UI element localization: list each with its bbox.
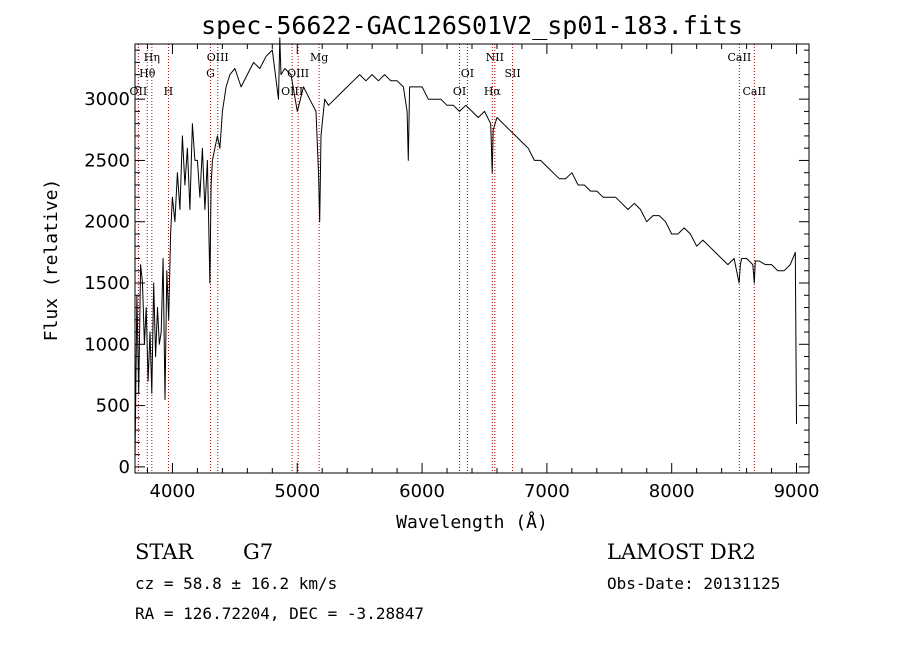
marker-label-9: NII xyxy=(486,51,504,64)
object-subclass: G7 xyxy=(243,540,274,564)
y-axis-label: Flux (relative) xyxy=(41,179,62,342)
marker-label-11: OI xyxy=(453,85,466,98)
plot-frame xyxy=(134,43,810,474)
y-tick-label: 1000 xyxy=(84,334,130,355)
marker-label-5: G xyxy=(206,67,215,80)
spectrum-line-flux xyxy=(134,37,797,461)
x-tick-label: 4000 xyxy=(150,481,196,502)
marker-label-14: CaII xyxy=(728,51,752,64)
observation-date: Obs-Date: 20131125 xyxy=(607,574,781,593)
spectrum-chart: spec-56622-GAC126S01V2_sp01-183.fits OII… xyxy=(41,11,820,533)
emission-line-markers: OIIHηHθHOIIIGMgOIIIOIIINIIOIOISIIHαCaIIC… xyxy=(130,44,766,473)
marker-label-0: OII xyxy=(130,85,148,98)
x-tick-label: 9000 xyxy=(774,481,820,502)
chart-title: spec-56622-GAC126S01V2_sp01-183.fits xyxy=(201,11,743,40)
x-axis-ticks: 4000 5000 6000 7000 8000 9000 xyxy=(146,44,820,502)
x-tick-label: 8000 xyxy=(649,481,695,502)
y-tick-label: 1500 xyxy=(84,273,130,294)
y-tick-label: 0 xyxy=(119,457,130,478)
redshift-velocity: cz = 58.8 ± 16.2 km/s xyxy=(135,574,338,593)
marker-label-6: Mg xyxy=(310,51,328,64)
coordinates: RA = 126.72204, DEC = -3.28847 xyxy=(135,604,424,623)
marker-label-13: Hα xyxy=(484,85,502,98)
marker-label-8: OIII xyxy=(281,85,303,98)
y-tick-label: 2000 xyxy=(84,212,130,233)
marker-label-12: SII xyxy=(504,67,520,80)
marker-label-15: CaII xyxy=(742,85,766,98)
y-axis-ticks: 0 500 1000 1500 2000 2500 3000 xyxy=(84,49,809,478)
survey-name: LAMOST DR2 xyxy=(607,540,756,564)
x-axis-label: Wavelength (Å) xyxy=(396,511,548,533)
y-tick-label: 500 xyxy=(96,396,130,417)
x-tick-label: 6000 xyxy=(399,481,445,502)
y-tick-label: 3000 xyxy=(84,89,130,110)
x-tick-label: 7000 xyxy=(524,481,570,502)
spectrum-series xyxy=(134,37,797,461)
marker-label-3: H xyxy=(164,85,174,98)
object-class: STAR xyxy=(135,540,194,564)
x-tick-label: 5000 xyxy=(274,481,320,502)
marker-label-2: Hθ xyxy=(139,67,156,80)
marker-label-10: OI xyxy=(461,67,474,80)
y-tick-label: 2500 xyxy=(84,150,130,171)
marker-label-7: OIII xyxy=(287,67,309,80)
marker-label-4: OIII xyxy=(207,51,229,64)
marker-label-1: Hη xyxy=(144,51,160,64)
